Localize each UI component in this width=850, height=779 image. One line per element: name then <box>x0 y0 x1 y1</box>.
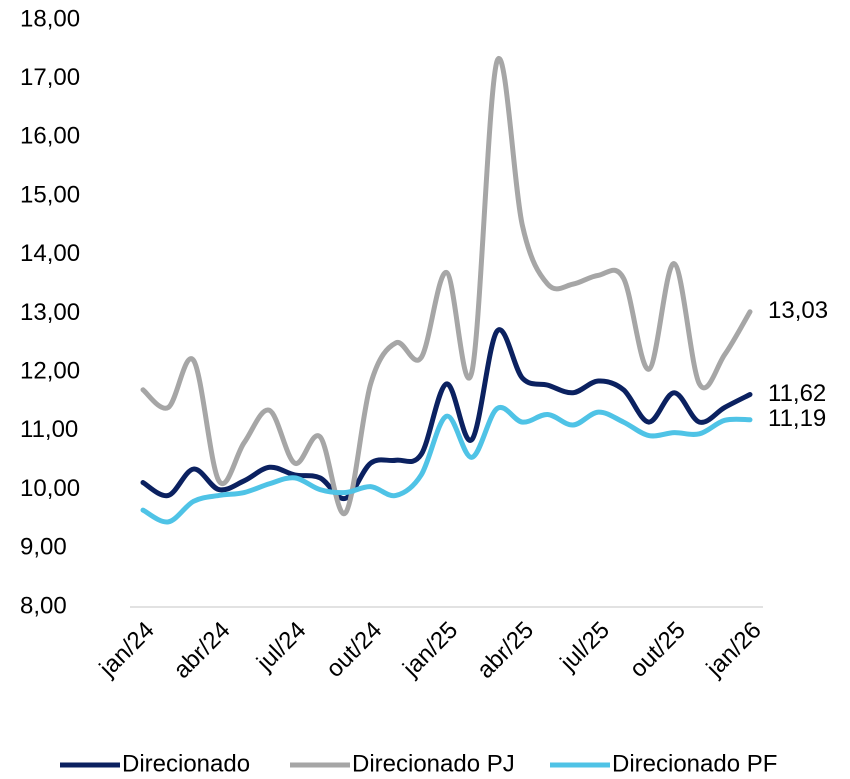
y-tick-label: 8,00 <box>20 592 67 619</box>
x-tick-label: abr/24 <box>168 617 235 684</box>
y-tick-label: 9,00 <box>20 534 67 561</box>
y-tick-label: 11,00 <box>20 416 78 443</box>
data-label: 13,03 <box>768 297 828 324</box>
y-tick-label: 16,00 <box>20 123 80 150</box>
x-tick-label: out/25 <box>625 617 691 683</box>
legend-label: Direcionado <box>122 750 250 777</box>
y-tick-label: 17,00 <box>20 64 80 91</box>
y-tick-label: 15,00 <box>20 181 80 208</box>
series-line <box>140 327 753 501</box>
x-tick-label: jan/24 <box>94 617 160 683</box>
x-tick-label: jan/25 <box>397 617 463 683</box>
y-tick-label: 10,00 <box>20 475 80 502</box>
y-tick-label: 18,00 <box>20 5 80 32</box>
x-tick-label: jul/24 <box>251 617 311 677</box>
data-label: 11,19 <box>768 405 826 432</box>
y-tick-label: 14,00 <box>20 240 80 267</box>
x-tick-label: jan/26 <box>701 617 767 683</box>
series-line <box>140 55 753 516</box>
x-tick-label: out/24 <box>321 617 387 683</box>
y-tick-label: 13,00 <box>20 299 80 326</box>
legend-label: Direcionado PF <box>612 750 777 777</box>
x-tick-label: jul/25 <box>555 617 615 677</box>
legend-label: Direcionado PJ <box>352 750 515 777</box>
x-tick-label: abr/25 <box>472 617 539 684</box>
series-line <box>140 404 753 525</box>
y-tick-label: 12,00 <box>20 358 80 385</box>
data-label: 11,62 <box>768 380 826 407</box>
